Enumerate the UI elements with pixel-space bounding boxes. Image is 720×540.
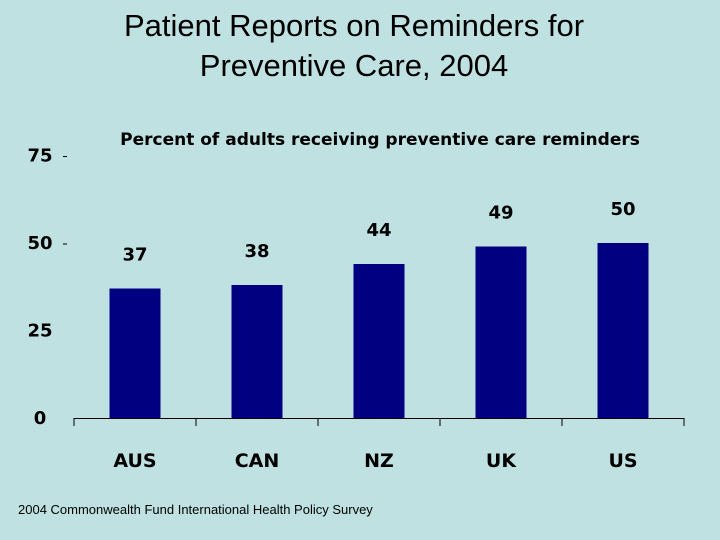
x-axis: AUS CAN NZ UK US [73, 418, 685, 472]
data-label-uk: 49 [488, 203, 513, 224]
bar-us [597, 243, 649, 418]
y-tick-label-25: 25 [27, 321, 52, 342]
data-label-can: 38 [244, 241, 269, 262]
slide-title: Patient Reports on Reminders for Prevent… [0, 6, 708, 86]
y-tick-label-50: 50 [27, 233, 52, 254]
title-line-1: Patient Reports on Reminders for [123, 8, 585, 43]
bar-nz [353, 264, 405, 418]
category-label-us: US [608, 450, 637, 472]
y-axis: 0 25 50 75 [27, 146, 67, 429]
category-label-nz: NZ [364, 450, 394, 472]
data-labels: 37 38 44 49 50 [122, 199, 635, 266]
bar-uk [475, 246, 527, 418]
bars [109, 243, 649, 418]
category-label-aus: AUS [113, 450, 156, 472]
y-tick-label-0: 0 [34, 408, 47, 429]
data-label-nz: 44 [366, 220, 391, 241]
bar-can [231, 285, 283, 418]
title-line-2: Preventive Care, 2004 [199, 48, 509, 83]
bar-aus [109, 288, 161, 418]
category-label-can: CAN [235, 450, 280, 472]
data-label-us: 50 [610, 199, 635, 220]
category-label-uk: UK [486, 450, 517, 472]
y-tick-label-75: 75 [27, 146, 52, 167]
data-label-aus: 37 [122, 245, 147, 266]
chart-subtitle: Percent of adults receiving preventive c… [120, 130, 640, 150]
source-note: 2004 Commonwealth Fund International Hea… [18, 502, 373, 517]
